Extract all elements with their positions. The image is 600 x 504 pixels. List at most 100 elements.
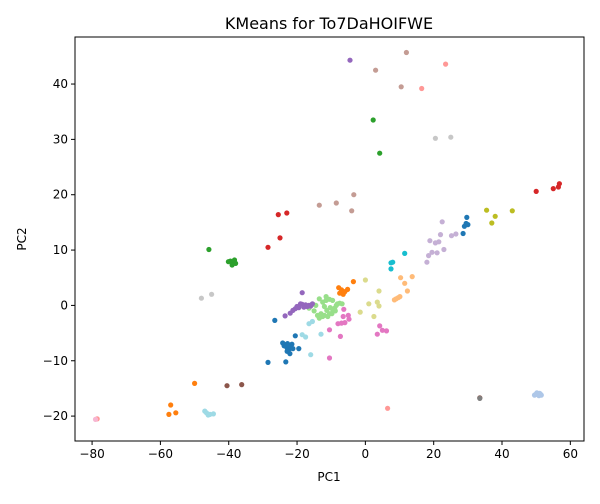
x-axis-ticks: −80 −60 −40 −20 0 20 40 60 bbox=[79, 441, 578, 461]
data-point bbox=[287, 351, 293, 357]
data-point bbox=[434, 250, 440, 256]
data-point bbox=[336, 285, 342, 291]
data-point bbox=[388, 266, 394, 272]
data-point bbox=[537, 391, 543, 397]
data-point bbox=[403, 49, 409, 56]
data-point bbox=[379, 327, 385, 333]
y-tick-label: 30 bbox=[53, 132, 68, 146]
data-point bbox=[464, 214, 470, 220]
data-point bbox=[198, 295, 204, 301]
x-tick-label: 60 bbox=[563, 447, 578, 461]
data-point bbox=[376, 288, 382, 294]
data-point bbox=[349, 208, 355, 214]
data-point bbox=[409, 274, 415, 280]
data-point bbox=[294, 303, 300, 310]
data-point bbox=[339, 301, 345, 307]
data-point bbox=[357, 309, 363, 315]
data-point bbox=[283, 359, 289, 365]
data-point bbox=[265, 359, 271, 365]
data-point bbox=[320, 313, 326, 320]
data-point bbox=[489, 220, 495, 226]
x-axis-label: PC1 bbox=[317, 470, 340, 484]
data-point bbox=[299, 290, 305, 296]
data-point bbox=[443, 61, 449, 67]
data-point bbox=[402, 280, 408, 286]
data-point bbox=[465, 222, 471, 228]
data-point bbox=[297, 301, 304, 307]
data-point bbox=[531, 392, 538, 398]
data-point bbox=[460, 230, 466, 237]
data-point bbox=[280, 340, 286, 346]
data-point bbox=[439, 219, 445, 225]
y-tick-label: 20 bbox=[53, 188, 68, 202]
data-point bbox=[306, 321, 312, 327]
data-point bbox=[424, 259, 430, 265]
y-tick-label: −20 bbox=[43, 409, 68, 423]
x-tick-label: −40 bbox=[216, 447, 241, 461]
data-point bbox=[398, 84, 404, 90]
data-point bbox=[309, 301, 315, 307]
data-point bbox=[550, 186, 556, 192]
data-point bbox=[231, 257, 238, 263]
data-point bbox=[556, 181, 563, 187]
data-point bbox=[210, 411, 216, 417]
y-tick-label: −10 bbox=[43, 354, 68, 368]
data-point bbox=[402, 250, 408, 256]
data-point bbox=[92, 416, 99, 422]
data-point bbox=[292, 333, 298, 339]
data-point bbox=[330, 297, 336, 303]
data-point bbox=[370, 117, 376, 123]
data-point bbox=[277, 235, 283, 241]
data-point bbox=[311, 308, 317, 314]
data-point bbox=[340, 313, 346, 320]
data-point bbox=[345, 286, 351, 292]
y-tick-label: 0 bbox=[60, 298, 68, 312]
data-point bbox=[374, 299, 380, 305]
data-point bbox=[272, 317, 278, 323]
data-point bbox=[398, 275, 404, 281]
chart-title: KMeans for To7DaHOIFWE bbox=[225, 14, 433, 33]
data-point bbox=[377, 150, 383, 156]
y-tick-label: 40 bbox=[53, 77, 68, 91]
data-point bbox=[404, 288, 410, 294]
data-point bbox=[346, 316, 352, 322]
data-point bbox=[350, 279, 356, 285]
data-point bbox=[429, 249, 435, 255]
data-point bbox=[484, 207, 490, 213]
data-point bbox=[166, 411, 172, 417]
data-point bbox=[173, 410, 179, 416]
data-point bbox=[347, 57, 353, 63]
data-point bbox=[397, 294, 403, 300]
data-point bbox=[391, 297, 397, 303]
data-point bbox=[340, 291, 346, 297]
data-point bbox=[265, 244, 271, 250]
data-point bbox=[390, 259, 396, 265]
data-point bbox=[374, 331, 380, 337]
data-point bbox=[316, 202, 322, 208]
data-point bbox=[318, 331, 324, 337]
data-point bbox=[437, 232, 444, 238]
data-point bbox=[373, 67, 379, 73]
data-point bbox=[308, 352, 314, 358]
data-point bbox=[296, 346, 302, 352]
data-point bbox=[209, 291, 215, 297]
plot-frame bbox=[74, 36, 585, 442]
data-point bbox=[333, 200, 339, 206]
data-point bbox=[323, 294, 329, 300]
data-point bbox=[362, 277, 368, 283]
data-point bbox=[224, 383, 230, 389]
y-axis-ticks: −20 −10 0 10 20 30 40 bbox=[43, 77, 75, 423]
data-point bbox=[299, 332, 305, 338]
data-point bbox=[326, 355, 333, 361]
data-point bbox=[314, 312, 321, 318]
data-point bbox=[337, 333, 343, 339]
data-point bbox=[225, 259, 231, 265]
data-point bbox=[441, 246, 447, 253]
data-point bbox=[376, 303, 382, 309]
data-point bbox=[326, 327, 333, 333]
y-tick-label: 10 bbox=[53, 243, 68, 257]
data-point bbox=[426, 253, 432, 259]
data-point bbox=[492, 213, 498, 219]
data-point bbox=[321, 303, 327, 310]
